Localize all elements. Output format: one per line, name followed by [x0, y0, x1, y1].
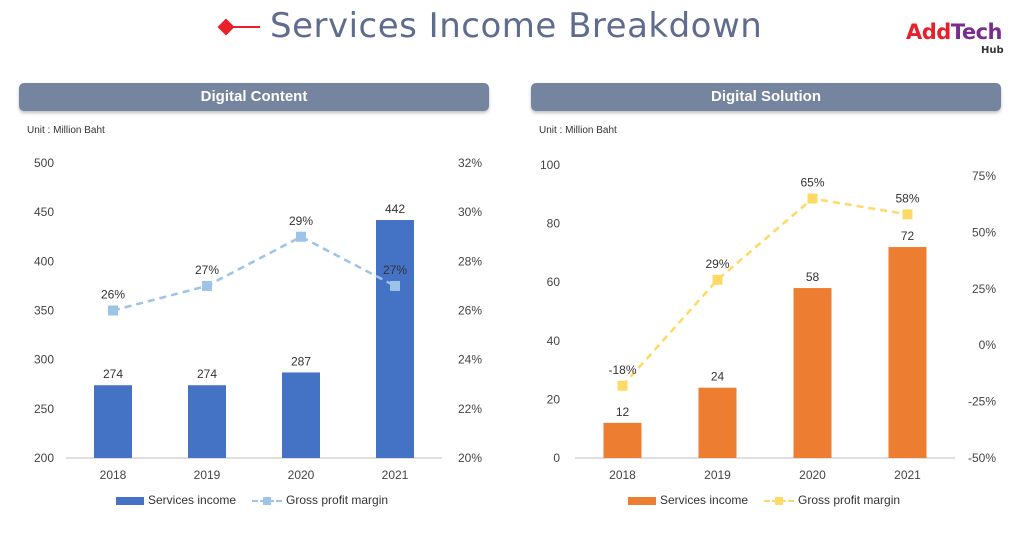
- x-tick-label: 2020: [288, 468, 315, 482]
- page-title: Services Income Breakdown: [270, 6, 763, 46]
- x-tick-label: 2018: [100, 468, 127, 482]
- legend-bar-swatch: [628, 496, 656, 505]
- y-tick-label: 400: [34, 254, 54, 268]
- y-tick-label: 250: [34, 402, 54, 416]
- bar-services-income: [188, 385, 226, 458]
- y-tick-label: 500: [34, 156, 54, 170]
- y-tick-label: 300: [34, 353, 54, 367]
- y2-tick-label: 75%: [972, 169, 996, 183]
- chart-digital-content: 500 450 400 350 300 250 200 32% 30% 28% 26% 24% 22% 2…: [34, 156, 482, 482]
- x-tick-label: 2021: [894, 468, 921, 482]
- legend-marker: [263, 496, 272, 505]
- line-marker: [807, 193, 818, 204]
- y2-tick-label: 0%: [979, 338, 997, 352]
- bar-data-label: 442: [385, 202, 405, 216]
- line-marker: [712, 274, 723, 285]
- y2-tick-label: 25%: [972, 282, 996, 296]
- y-tick-label: 60: [547, 275, 561, 289]
- title-line-decoration: [232, 26, 260, 28]
- y-tick-label: 40: [547, 334, 561, 348]
- y-tick-label: 80: [547, 217, 561, 231]
- y2-tick-label: 20%: [458, 451, 482, 465]
- bar-data-label: 12: [616, 405, 630, 419]
- legend-digital-solution: Services income Gross profit margin: [628, 493, 900, 507]
- chart-digital-solution: 100 80 60 40 20 0 75% 50% 25% 0% -25% -50% 2018 2019 2…: [540, 158, 996, 482]
- legend-label-gross-profit-margin: Gross profit margin: [798, 493, 901, 507]
- line-marker: [902, 209, 913, 220]
- bar-data-label: 58: [806, 270, 820, 284]
- logo-wordmark: AddTech: [906, 20, 1003, 44]
- line-marker: [202, 280, 212, 291]
- x-tick-label: 2019: [704, 468, 731, 482]
- y2-tick-label: 22%: [458, 402, 482, 416]
- x-tick-label: 2018: [609, 468, 636, 482]
- y2-tick-label: 28%: [458, 254, 482, 268]
- logo-word-tech: Tech: [950, 20, 1003, 44]
- y-tick-label: 200: [34, 451, 54, 465]
- y2-tick-label: 24%: [458, 353, 482, 367]
- bar-data-label: 274: [197, 367, 217, 381]
- legend-digital-content: Services income Gross profit margin: [116, 493, 388, 507]
- bar-data-label: 274: [103, 367, 123, 381]
- bar-services-income: [94, 385, 132, 458]
- addtech-hub-logo: AddTech Hub: [906, 20, 1016, 60]
- legend-line-swatch: [764, 495, 795, 507]
- line-data-label: 27%: [383, 263, 407, 277]
- line-data-label: 29%: [705, 257, 729, 271]
- line-marker: [296, 231, 306, 242]
- bar-services-income: [888, 247, 927, 458]
- y2-tick-label: 26%: [458, 304, 482, 318]
- bar-services-income: [793, 288, 832, 458]
- bar-data-label: 287: [291, 354, 311, 368]
- line-marker: [617, 380, 628, 391]
- bar-services-income: [698, 387, 737, 458]
- legend-label-services-income: Services income: [660, 493, 749, 507]
- line-data-label: 65%: [800, 176, 824, 190]
- line-data-label: 29%: [289, 214, 313, 228]
- y2-tick-label: 50%: [972, 225, 996, 239]
- y-tick-label: 450: [34, 205, 54, 219]
- x-tick-label: 2019: [194, 468, 221, 482]
- panel-header-digital-content: Digital Content: [19, 83, 489, 111]
- unit-label-right: Unit : Million Baht: [539, 125, 617, 136]
- unit-label-left: Unit : Million Baht: [27, 125, 105, 136]
- legend-label-gross-profit-margin: Gross profit margin: [286, 493, 389, 507]
- y-tick-label: 20: [547, 392, 561, 406]
- y2-tick-label: 30%: [458, 205, 482, 219]
- x-tick-label: 2020: [799, 468, 826, 482]
- x-tick-label: 2021: [382, 468, 409, 482]
- legend-label-services-income: Services income: [148, 493, 237, 507]
- y2-tick-label: -50%: [968, 451, 996, 465]
- bar-services-income: [282, 372, 320, 458]
- y-tick-label: 350: [34, 304, 54, 318]
- line-data-label: -18%: [608, 363, 636, 377]
- line-marker: [108, 305, 118, 316]
- y-tick-label: 100: [540, 158, 560, 172]
- bar-data-label: 24: [711, 370, 725, 384]
- legend-marker: [775, 496, 784, 505]
- line-data-label: 26%: [101, 288, 125, 302]
- line-gross-profit-margin: [621, 197, 908, 387]
- title-row: Services Income Breakdown: [0, 0, 1024, 60]
- line-data-label: 27%: [195, 263, 219, 277]
- bar-services-income: [603, 422, 642, 458]
- bar-services-income: [376, 220, 414, 458]
- legend-line-swatch: [252, 495, 283, 507]
- y-tick-label: 0: [553, 451, 560, 465]
- y2-tick-label: 32%: [458, 156, 482, 170]
- panel-header-digital-solution: Digital Solution: [531, 83, 1001, 111]
- bar-data-label: 72: [901, 229, 915, 243]
- logo-word-add: Add: [906, 20, 951, 44]
- logo-sub: Hub: [981, 45, 1004, 56]
- line-data-label: 58%: [895, 191, 919, 205]
- line-marker: [390, 280, 400, 291]
- legend-bar-swatch: [116, 496, 144, 505]
- line-gross-profit-margin: [112, 235, 396, 312]
- y2-tick-label: -25%: [968, 395, 996, 409]
